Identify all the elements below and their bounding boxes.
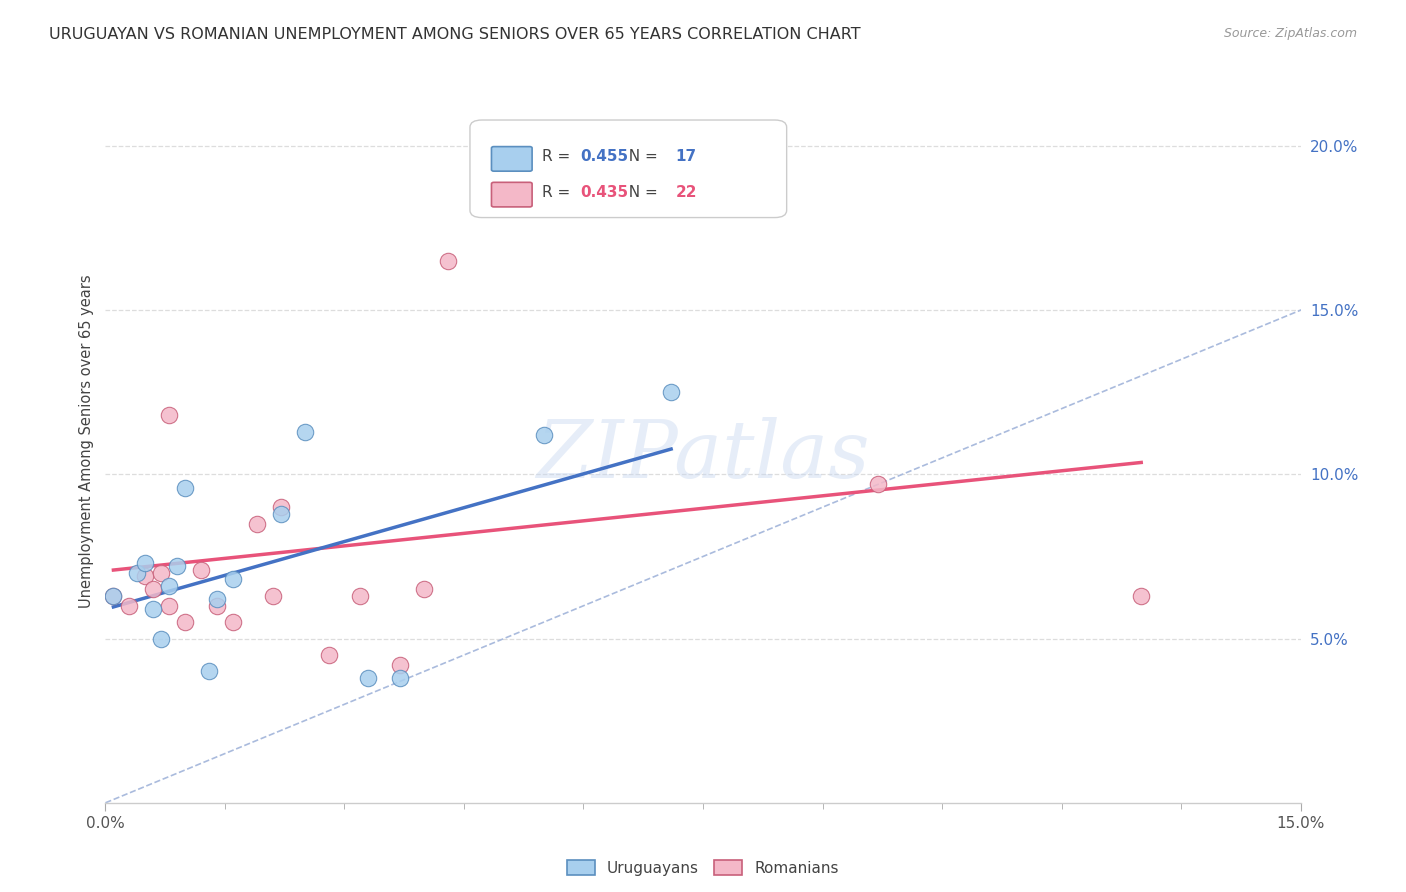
Point	[103, 589, 125, 603]
Point	[533, 428, 555, 442]
Point	[174, 481, 197, 495]
Point	[198, 665, 221, 679]
Point	[1130, 589, 1153, 603]
Point	[389, 671, 412, 685]
Text: Source: ZipAtlas.com: Source: ZipAtlas.com	[1223, 27, 1357, 40]
Text: 17: 17	[675, 149, 696, 164]
Point	[357, 671, 380, 685]
Point	[262, 589, 284, 603]
Text: 22: 22	[675, 185, 697, 200]
FancyBboxPatch shape	[470, 120, 787, 218]
Point	[157, 579, 180, 593]
Point	[659, 385, 682, 400]
Point	[142, 582, 165, 597]
Point	[270, 507, 292, 521]
Text: R =: R =	[541, 149, 575, 164]
Point	[205, 592, 228, 607]
Point	[222, 615, 245, 630]
Point	[157, 599, 180, 613]
Point	[190, 563, 212, 577]
Point	[142, 602, 165, 616]
Point	[516, 188, 538, 202]
Point	[166, 559, 188, 574]
Point	[103, 589, 125, 603]
Y-axis label: Unemployment Among Seniors over 65 years: Unemployment Among Seniors over 65 years	[79, 275, 94, 608]
Point	[174, 615, 197, 630]
Point	[868, 477, 890, 491]
Point	[150, 566, 173, 580]
Point	[205, 599, 228, 613]
Point	[389, 657, 412, 672]
Point	[134, 569, 156, 583]
Text: R =: R =	[541, 185, 575, 200]
Point	[270, 500, 292, 515]
Point	[118, 599, 141, 613]
Text: URUGUAYAN VS ROMANIAN UNEMPLOYMENT AMONG SENIORS OVER 65 YEARS CORRELATION CHART: URUGUAYAN VS ROMANIAN UNEMPLOYMENT AMONG…	[49, 27, 860, 42]
FancyBboxPatch shape	[492, 182, 531, 207]
Text: 0.435: 0.435	[579, 185, 628, 200]
Text: 0.455: 0.455	[579, 149, 628, 164]
Text: N =: N =	[619, 185, 664, 200]
Point	[222, 573, 245, 587]
Point	[157, 409, 180, 423]
Point	[127, 566, 149, 580]
Point	[294, 425, 316, 439]
Text: ZIPatlas: ZIPatlas	[536, 417, 870, 495]
Point	[437, 253, 460, 268]
Point	[134, 556, 156, 570]
Point	[413, 582, 436, 597]
Text: N =: N =	[619, 149, 664, 164]
FancyBboxPatch shape	[492, 146, 531, 171]
Legend: Uruguayans, Romanians: Uruguayans, Romanians	[561, 854, 845, 882]
Point	[246, 516, 269, 531]
Point	[150, 632, 173, 646]
Point	[349, 589, 371, 603]
Point	[318, 648, 340, 662]
